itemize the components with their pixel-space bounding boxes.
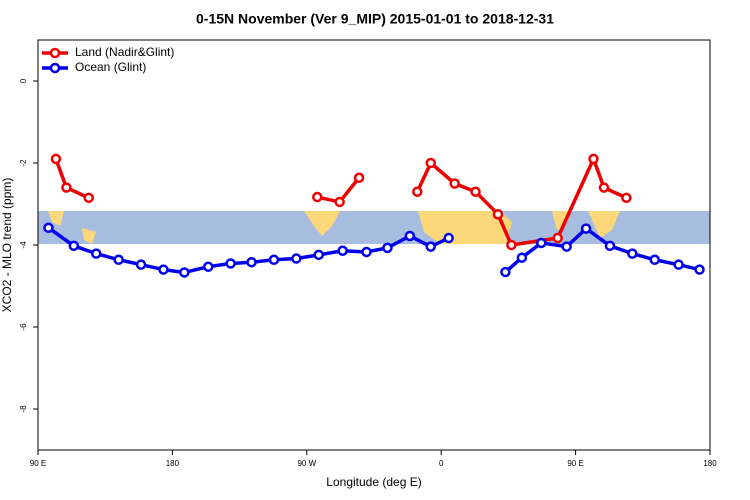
data-point — [470, 186, 481, 197]
y-axis-label: XCO2 - MLO trend (ppm) — [0, 178, 14, 313]
x-tick-label: 180 — [166, 459, 180, 468]
data-point — [90, 248, 102, 259]
map-band — [38, 211, 710, 244]
land-shape — [418, 211, 512, 244]
data-point — [552, 232, 563, 244]
data-point — [694, 264, 705, 275]
x-axis-label: Longitude (deg E) — [326, 475, 421, 489]
data-point — [158, 264, 169, 275]
data-point — [404, 230, 416, 242]
data-point — [516, 252, 528, 263]
data-point — [627, 248, 638, 259]
data-point — [135, 259, 147, 270]
data-point — [492, 209, 504, 220]
chart-title: 0-15N November (Ver 9_MIP) 2015-01-01 to… — [196, 11, 554, 27]
data-point — [43, 222, 54, 234]
y-tick-label: -6 — [19, 323, 28, 331]
data-point — [412, 186, 423, 197]
data-point — [561, 241, 572, 252]
data-point — [621, 192, 632, 204]
data-point — [83, 192, 95, 204]
legend-marker — [49, 47, 61, 59]
data-point — [68, 240, 80, 252]
data-point — [312, 191, 323, 203]
y-tick-label: -2 — [19, 159, 28, 167]
land-shape — [304, 211, 340, 236]
data-point — [506, 239, 517, 251]
y-tick-label: -4 — [19, 241, 28, 249]
data-point — [649, 254, 660, 266]
data-point — [337, 245, 348, 256]
data-point — [334, 196, 345, 208]
data-point — [604, 240, 616, 252]
x-tick-label: 90 W — [297, 459, 316, 468]
x-tick-label: 90 E — [567, 459, 583, 468]
x-tick-label: 180 — [703, 459, 717, 468]
data-point — [202, 261, 214, 272]
data-point — [382, 242, 393, 254]
data-point — [268, 254, 280, 266]
data-point — [225, 258, 236, 269]
legend-label: Ocean (Glint) — [75, 60, 146, 74]
data-point — [580, 223, 592, 234]
y-tick-label: 0 — [19, 78, 28, 83]
data-point — [588, 153, 599, 165]
data-point — [425, 241, 436, 252]
data-point — [353, 172, 365, 184]
data-point — [246, 256, 257, 268]
data-point — [673, 259, 684, 270]
data-point — [61, 182, 72, 193]
x-tick-label: 90 E — [30, 459, 46, 468]
data-point — [361, 246, 372, 258]
data-point — [443, 232, 454, 244]
data-point — [313, 249, 324, 261]
data-point — [598, 182, 610, 193]
data-point — [500, 266, 511, 278]
data-point — [449, 178, 460, 189]
data-point — [113, 254, 124, 266]
y-tick-label: -8 — [19, 405, 28, 413]
data-point — [536, 237, 547, 249]
legend-marker — [49, 62, 61, 74]
land-shape — [48, 211, 96, 244]
legend-label: Land (Nadir&Glint) — [75, 45, 174, 59]
land-shape — [552, 211, 620, 238]
x-tick-label: 0 — [439, 459, 444, 468]
data-point — [50, 153, 62, 165]
data-point — [291, 253, 302, 264]
data-point — [425, 157, 436, 169]
data-point — [179, 267, 190, 278]
